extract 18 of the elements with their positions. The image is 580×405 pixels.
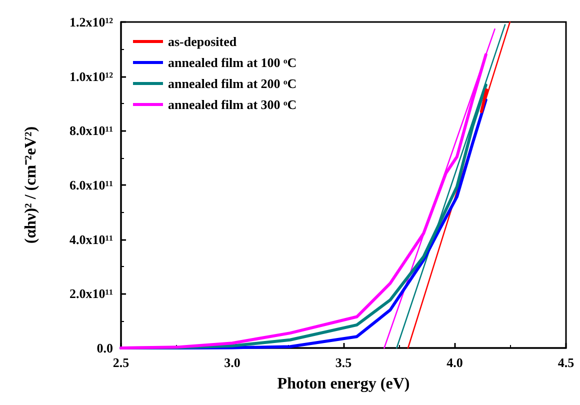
legend-label: annealed film at 200 ᵒC bbox=[168, 76, 297, 91]
y-tick-label: 8.0x10¹¹ bbox=[69, 123, 114, 138]
x-tick-label: 2.5 bbox=[112, 355, 130, 370]
legend-label: annealed film at 300 ᵒC bbox=[168, 97, 297, 112]
x-axis-title: Photon energy (eV) bbox=[277, 376, 410, 392]
x-tick-label: 4.0 bbox=[446, 355, 463, 370]
x-tick-label: 3.5 bbox=[335, 355, 352, 370]
y-tick-label: 6.0x10¹¹ bbox=[69, 178, 114, 192]
y-tick-label: 4.0x10¹¹ bbox=[69, 232, 114, 247]
legend-label: as-deposited bbox=[168, 34, 238, 49]
y-tick-label: 2.0x10¹¹ bbox=[69, 286, 114, 302]
y-tick-label: 1.0x10¹² bbox=[69, 68, 114, 84]
y-tick-label: 0.0 bbox=[96, 340, 113, 356]
y-axis-title: (αhν)² / (cm⁻²eV²) bbox=[22, 126, 40, 244]
x-tick-label: 4.5 bbox=[558, 355, 575, 370]
x-tick-label: 3.0 bbox=[224, 355, 240, 370]
y-tick-label: 1.2x10¹² bbox=[69, 14, 114, 30]
legend-label: annealed film at 100 ᵒC bbox=[168, 55, 297, 70]
